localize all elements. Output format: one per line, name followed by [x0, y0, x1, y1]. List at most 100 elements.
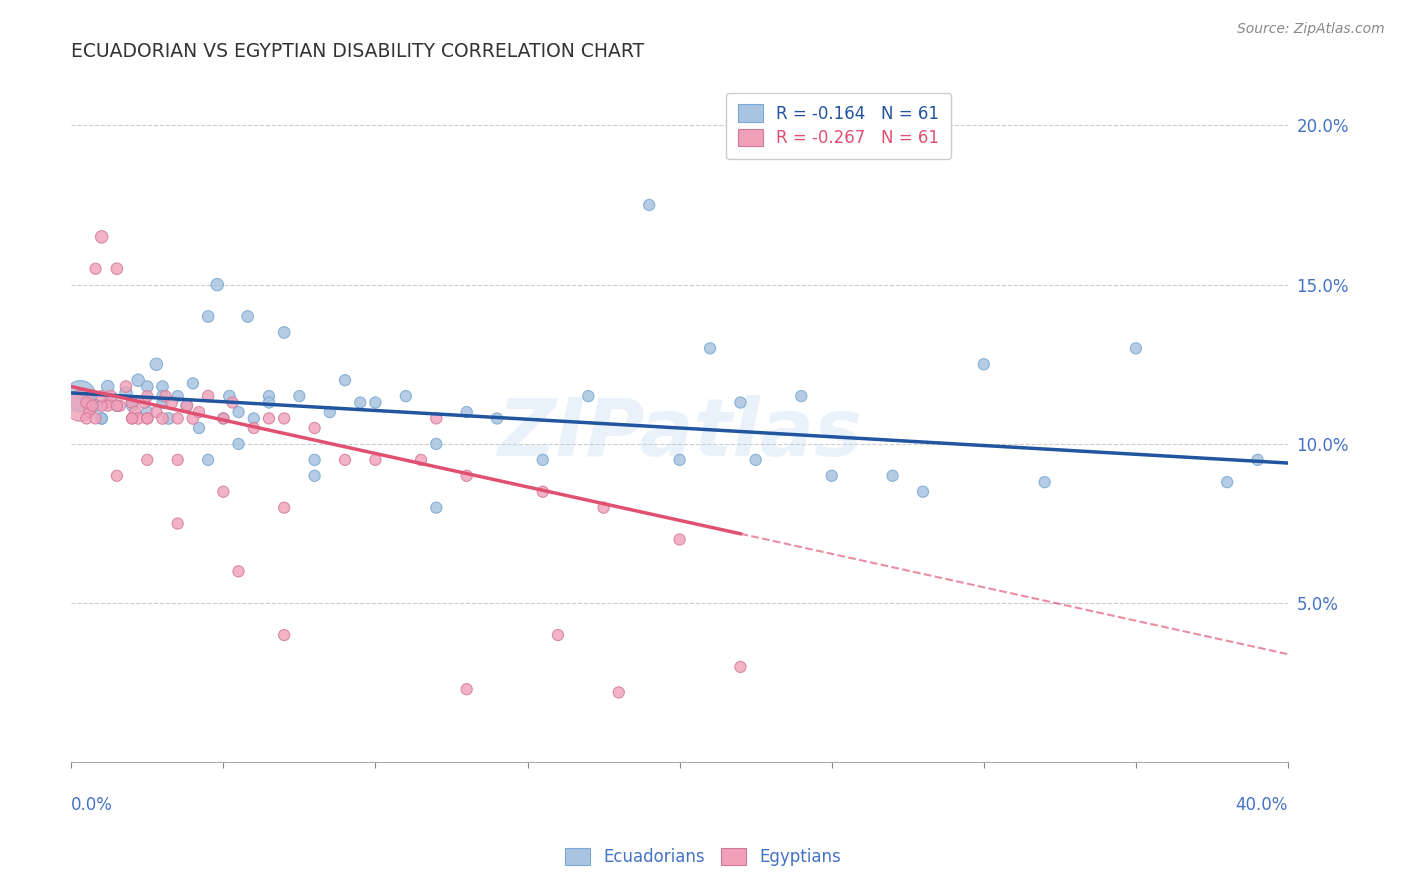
Text: ZIPatlas: ZIPatlas — [498, 395, 862, 473]
Point — [547, 628, 569, 642]
Point — [75, 395, 97, 409]
Point — [425, 411, 447, 425]
Point — [115, 379, 138, 393]
Point — [176, 399, 198, 413]
Point — [456, 468, 478, 483]
Point — [157, 411, 180, 425]
Point — [730, 395, 752, 409]
Point — [136, 379, 159, 393]
Point — [273, 628, 295, 642]
Point — [100, 389, 122, 403]
Point — [821, 468, 844, 483]
Point — [333, 453, 356, 467]
Point — [90, 411, 112, 425]
Point — [97, 399, 120, 413]
Point — [576, 389, 599, 403]
Point — [273, 500, 295, 515]
Point — [166, 411, 188, 425]
Point — [136, 411, 159, 425]
Point — [456, 405, 478, 419]
Point — [257, 389, 280, 403]
Point — [228, 405, 250, 419]
Point — [699, 342, 721, 356]
Point — [273, 411, 295, 425]
Point — [84, 411, 107, 425]
Point — [212, 411, 235, 425]
Point — [136, 453, 159, 467]
Point — [145, 357, 167, 371]
Point — [155, 389, 177, 403]
Point — [152, 379, 174, 393]
Point — [69, 389, 91, 403]
Text: 40.0%: 40.0% — [1236, 797, 1288, 814]
Point — [197, 310, 219, 324]
Point — [304, 421, 326, 435]
Point — [105, 468, 128, 483]
Point — [145, 405, 167, 419]
Point — [531, 484, 554, 499]
Point — [127, 373, 149, 387]
Point — [90, 389, 112, 403]
Point — [228, 565, 250, 579]
Text: ECUADORIAN VS EGYPTIAN DISABILITY CORRELATION CHART: ECUADORIAN VS EGYPTIAN DISABILITY CORREL… — [72, 42, 644, 61]
Point — [152, 395, 174, 409]
Point — [1246, 453, 1268, 467]
Point — [90, 411, 112, 425]
Point — [1216, 475, 1239, 490]
Point — [304, 453, 326, 467]
Point — [973, 357, 995, 371]
Point — [188, 405, 211, 419]
Text: 0.0%: 0.0% — [72, 797, 112, 814]
Point — [395, 389, 418, 403]
Point — [218, 389, 240, 403]
Point — [97, 379, 120, 393]
Point — [90, 230, 112, 244]
Point — [425, 500, 447, 515]
Point — [236, 310, 259, 324]
Point — [288, 389, 311, 403]
Point — [105, 399, 128, 413]
Point — [136, 405, 159, 419]
Point — [242, 411, 264, 425]
Point — [531, 453, 554, 467]
Point — [349, 395, 371, 409]
Point — [166, 389, 188, 403]
Point — [105, 261, 128, 276]
Point — [212, 484, 235, 499]
Point — [121, 411, 143, 425]
Text: Source: ZipAtlas.com: Source: ZipAtlas.com — [1237, 22, 1385, 37]
Point — [333, 373, 356, 387]
Point — [84, 399, 107, 413]
Point — [134, 395, 156, 409]
Legend: Ecuadorians, Egyptians: Ecuadorians, Egyptians — [557, 840, 849, 875]
Point — [197, 453, 219, 467]
Point — [121, 411, 143, 425]
Point — [84, 261, 107, 276]
Point — [638, 198, 661, 212]
Point — [115, 386, 138, 401]
Point — [124, 405, 146, 419]
Point — [607, 685, 630, 699]
Point — [1125, 342, 1147, 356]
Point — [221, 395, 243, 409]
Point — [188, 421, 211, 435]
Point — [97, 395, 120, 409]
Point — [121, 395, 143, 409]
Point — [136, 389, 159, 403]
Point — [273, 326, 295, 340]
Point — [1033, 475, 1056, 490]
Point — [730, 660, 752, 674]
Point — [257, 411, 280, 425]
Point — [364, 395, 387, 409]
Point — [197, 389, 219, 403]
Point — [79, 405, 101, 419]
Point — [242, 421, 264, 435]
Point — [121, 399, 143, 413]
Point — [82, 399, 104, 413]
Point — [75, 411, 97, 425]
Point — [127, 411, 149, 425]
Point — [166, 516, 188, 531]
Point — [409, 453, 432, 467]
Point — [456, 682, 478, 697]
Point — [257, 395, 280, 409]
